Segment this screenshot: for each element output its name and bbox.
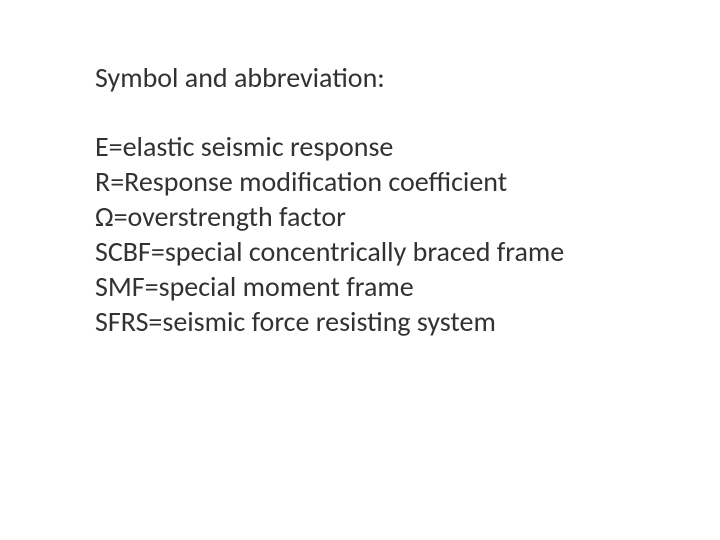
heading-text: Symbol and abbreviation:: [95, 60, 600, 95]
definition-line: Ω=overstrength factor: [95, 199, 600, 234]
definitions-block: E=elastic seismic response R=Response mo…: [95, 129, 600, 339]
definition-line: SFRS=seismic force resisting system: [95, 304, 600, 339]
definition-line: R=Response modification coefficient: [95, 164, 600, 199]
definition-line: SMF=special moment frame: [95, 269, 600, 304]
definition-line: SCBF=special concentrically braced frame: [95, 234, 600, 269]
slide-body: Symbol and abbreviation: E=elastic seism…: [0, 0, 720, 540]
definition-line: E=elastic seismic response: [95, 129, 600, 164]
